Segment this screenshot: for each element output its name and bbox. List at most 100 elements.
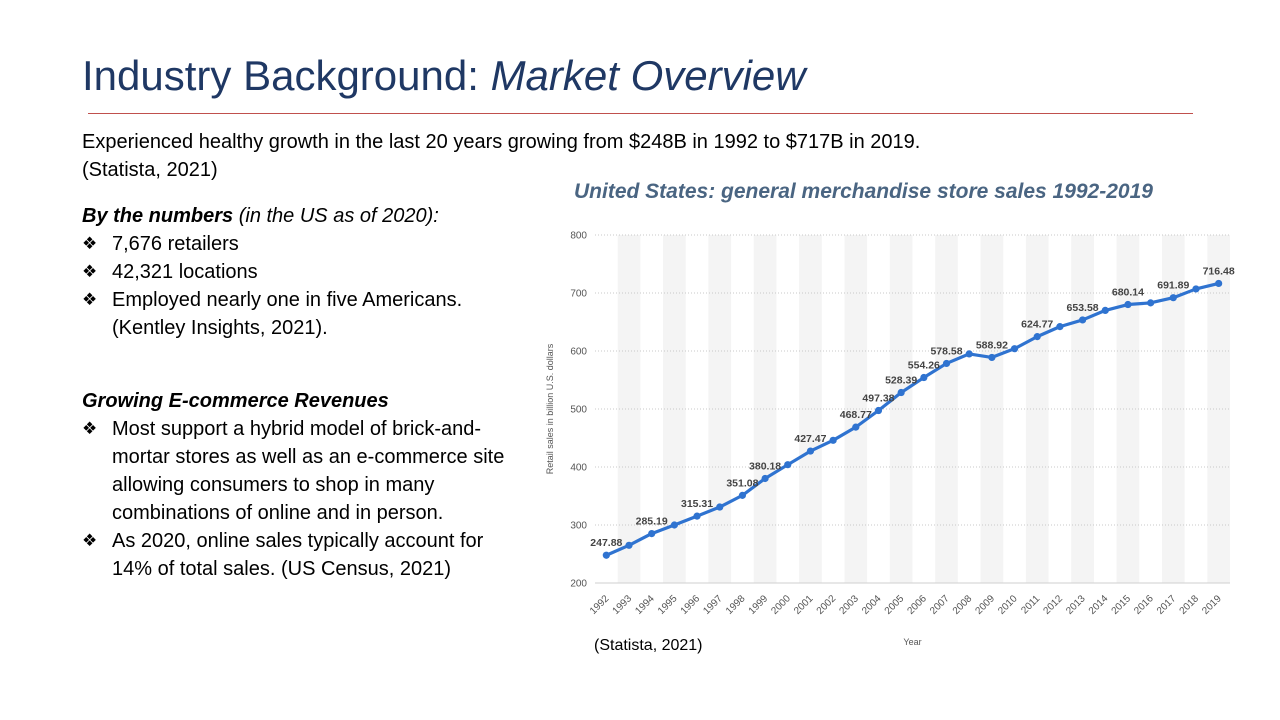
- title-main: Industry Background:: [82, 52, 491, 99]
- data-point: [1169, 294, 1177, 302]
- data-label: 427.47: [794, 433, 826, 445]
- data-point: [806, 447, 815, 455]
- ecommerce-item-text: Most support a hybrid model of brick-and…: [112, 418, 505, 524]
- data-point: [738, 491, 747, 499]
- data-point: [1192, 285, 1200, 293]
- x-tick-label: 2003: [837, 593, 861, 617]
- x-tick-label: 1995: [656, 593, 680, 617]
- column-band: [1116, 235, 1140, 583]
- column-band: [1161, 235, 1185, 583]
- data-point: [1215, 279, 1223, 288]
- data-point: [1101, 306, 1109, 314]
- data-point: [965, 350, 973, 358]
- ecommerce-heading: Growing E-commerce Revenues: [82, 390, 389, 412]
- x-tick-label: 1992: [588, 593, 612, 617]
- data-label: 716.48: [1203, 265, 1235, 277]
- x-tick-label: 2018: [1178, 593, 1202, 617]
- x-tick-label: 1996: [679, 593, 703, 617]
- numbers-item: ❖ Employed nearly one in five Americans. …: [82, 286, 522, 342]
- data-point: [829, 436, 837, 444]
- column-band: [708, 235, 732, 583]
- column-band: [799, 235, 822, 583]
- left-column: By the numbers (in the US as of 2020): ❖…: [82, 202, 522, 583]
- x-tick-label: 2016: [1132, 593, 1156, 617]
- data-point: [1147, 299, 1155, 307]
- four-diamond-bullet-icon: ❖: [82, 234, 98, 253]
- x-tick-label: 2006: [905, 593, 929, 617]
- four-diamond-bullet-icon: ❖: [82, 290, 98, 309]
- numbers-heading-sub: (in the US as of 2020):: [233, 205, 439, 227]
- data-point: [648, 529, 656, 538]
- data-label: 315.31: [681, 498, 713, 510]
- data-label: 285.19: [636, 516, 668, 528]
- title-italic: Market Overview: [490, 52, 806, 99]
- x-tick-label: 2010: [996, 593, 1020, 617]
- data-point: [670, 521, 678, 529]
- data-point: [1033, 333, 1041, 341]
- x-tick-label: 2000: [769, 593, 793, 617]
- data-label: 351.08: [726, 477, 758, 489]
- data-label: 247.88: [590, 537, 622, 549]
- data-point: [1010, 345, 1019, 353]
- data-point: [874, 406, 883, 415]
- ecommerce-item: ❖ As 2020, online sales typically account…: [82, 527, 522, 583]
- four-diamond-bullet-icon: ❖: [82, 531, 98, 550]
- ecommerce-item-text: As 2020, online sales typically account …: [112, 530, 484, 580]
- data-point: [1078, 316, 1087, 324]
- data-point: [693, 512, 701, 520]
- data-label: 528.39: [885, 375, 917, 387]
- intro-line-1: Experienced healthy growth in the last 2…: [82, 131, 921, 153]
- data-point: [761, 474, 769, 483]
- column-band: [844, 235, 868, 583]
- data-label: 554.26: [908, 360, 940, 372]
- data-point: [716, 503, 724, 511]
- numbers-item-text: 7,676 retailers: [112, 233, 239, 255]
- data-label: 624.77: [1021, 319, 1053, 331]
- x-tick-label: 1997: [701, 593, 725, 617]
- y-tick-label: 800: [570, 231, 587, 242]
- data-label: 578.58: [930, 345, 962, 357]
- numbers-item-text: Employed nearly one in five Americans. (…: [112, 289, 463, 339]
- four-diamond-bullet-icon: ❖: [82, 419, 98, 438]
- intro-line-2: (Statista, 2021): [82, 159, 218, 181]
- ecommerce-item: ❖ Most support a hybrid model of brick-an…: [82, 415, 522, 527]
- column-band: [1207, 235, 1230, 583]
- data-label: 653.58: [1067, 302, 1099, 314]
- data-point: [602, 551, 610, 559]
- y-tick-label: 500: [570, 405, 587, 416]
- data-label: 680.14: [1112, 287, 1144, 299]
- y-tick-label: 600: [570, 347, 587, 358]
- x-tick-label: 2005: [883, 593, 907, 617]
- x-tick-label: 2001: [792, 593, 816, 617]
- data-point: [897, 388, 905, 397]
- column-band: [617, 235, 641, 583]
- numbers-item: ❖ 7,676 retailers: [82, 230, 522, 258]
- y-tick-label: 700: [570, 289, 587, 300]
- data-point: [988, 353, 996, 362]
- data-point: [625, 541, 633, 549]
- x-tick-label: 1998: [724, 593, 748, 617]
- x-tick-label: 2014: [1087, 593, 1111, 617]
- x-axis-title: Year: [903, 637, 921, 647]
- x-tick-label: 2004: [860, 593, 884, 617]
- column-band: [753, 235, 777, 583]
- data-point: [784, 461, 792, 469]
- data-label: 691.89: [1157, 280, 1189, 292]
- data-label: 588.92: [976, 339, 1008, 351]
- y-axis-title: Retail sales in billion U.S. dollars: [545, 343, 555, 474]
- x-tick-label: 2008: [951, 593, 975, 617]
- x-tick-label: 2009: [973, 593, 997, 617]
- chart-title: United States: general merchandise store…: [574, 180, 1153, 203]
- x-tick-label: 2019: [1200, 593, 1224, 617]
- title-divider: [88, 113, 1193, 114]
- y-tick-label: 200: [570, 579, 587, 590]
- four-diamond-bullet-icon: ❖: [82, 262, 98, 281]
- y-tick-label: 300: [570, 521, 587, 532]
- x-tick-label: 2015: [1110, 593, 1134, 617]
- x-tick-label: 2011: [1019, 593, 1042, 616]
- x-tick-label: 1999: [747, 593, 771, 617]
- data-point: [920, 373, 928, 382]
- data-label: 468.77: [840, 409, 872, 421]
- x-tick-label: 2013: [1064, 593, 1088, 617]
